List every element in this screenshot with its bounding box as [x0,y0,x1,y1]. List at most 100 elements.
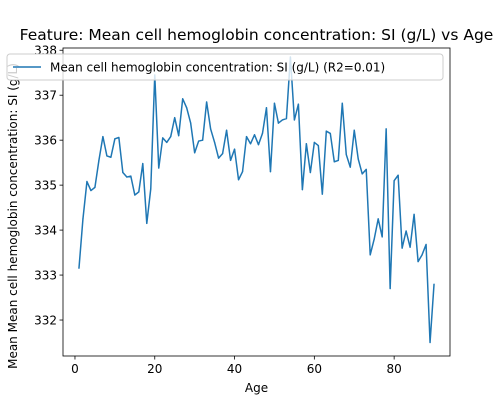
legend-label: Mean cell hemoglobin concentration: SI (… [50,61,385,75]
data-point [214,142,215,143]
chart-title: Feature: Mean cell hemoglobin concentrat… [20,26,494,44]
data-point [370,254,371,255]
data-point [198,140,199,141]
data-point [330,133,331,134]
data-point [429,342,430,343]
data-point [354,130,355,131]
data-point [122,172,123,173]
data-point [94,187,95,188]
y-tick-label: 336 [34,133,57,147]
data-point [106,155,107,156]
data-point [98,160,99,161]
data-point [110,157,111,158]
data-point [102,136,103,137]
data-point [142,163,143,164]
x-tick-label: 20 [147,362,162,376]
data-point [134,194,135,195]
data-point [266,107,267,108]
data-point [246,136,247,137]
data-point [282,119,283,120]
data-point [130,176,131,177]
data-point [166,142,167,143]
data-point [186,107,187,108]
data-point [90,190,91,191]
data-point [398,175,399,176]
data-point [326,131,327,132]
data-point [226,130,227,131]
data-point [114,138,115,139]
data-point [162,137,163,138]
data-point [222,153,223,154]
data-point [306,143,307,144]
data-point [390,288,391,289]
data-point [410,247,411,248]
data-point [242,171,243,172]
data-point [366,169,367,170]
data-point [234,149,235,150]
x-axis-label: Age [245,381,268,395]
x-axis-ticks: 0 20 40 60 80 [71,356,402,376]
data-point [382,236,383,237]
series-line [79,57,434,343]
data-point [350,167,351,168]
data-point [194,152,195,153]
data-point [342,103,343,104]
data-point [202,140,203,141]
data-point [146,223,147,224]
data-point [254,134,255,135]
data-point [413,214,414,215]
plot-frame [63,48,450,356]
data-point [298,104,299,105]
data-point [174,117,175,118]
data-point [394,180,395,181]
y-tick-label: 334 [34,223,57,237]
data-point [294,119,295,120]
data-point [230,160,231,161]
data-point [126,176,127,177]
data-point [178,135,179,136]
data-point [250,143,251,144]
data-point [406,230,407,231]
data-point [86,181,87,182]
data-point [346,154,347,155]
x-tick-label: 60 [307,362,322,376]
data-point [274,103,275,104]
x-tick-label: 0 [71,362,79,376]
data-point [362,173,363,174]
data-point [433,283,434,284]
y-tick-label: 335 [34,178,57,192]
data-point [374,238,375,239]
data-point [286,118,287,119]
data-point [118,137,119,138]
data-point [358,158,359,159]
data-point [314,142,315,143]
data-point [421,254,422,255]
data-point [334,161,335,162]
data-point [338,160,339,161]
data-point [206,101,207,102]
x-tick-label: 40 [227,362,242,376]
x-tick-label: 80 [387,362,402,376]
data-point [238,179,239,180]
data-point [302,189,303,190]
series-layer [78,56,434,343]
data-point [262,133,263,134]
data-point [378,218,379,219]
data-point [386,128,387,129]
data-point [270,171,271,172]
y-tick-label: 332 [34,313,57,327]
data-point [318,145,319,146]
data-point [310,172,311,173]
data-point [82,218,83,219]
data-point [322,194,323,195]
data-point [425,244,426,245]
legend: Mean cell hemoglobin concentration: SI (… [7,54,443,80]
data-point [170,136,171,137]
y-tick-label: 333 [34,268,57,282]
y-axis-label: Mean Mean cell hemoglobin concentration:… [6,63,20,369]
data-point [190,122,191,123]
